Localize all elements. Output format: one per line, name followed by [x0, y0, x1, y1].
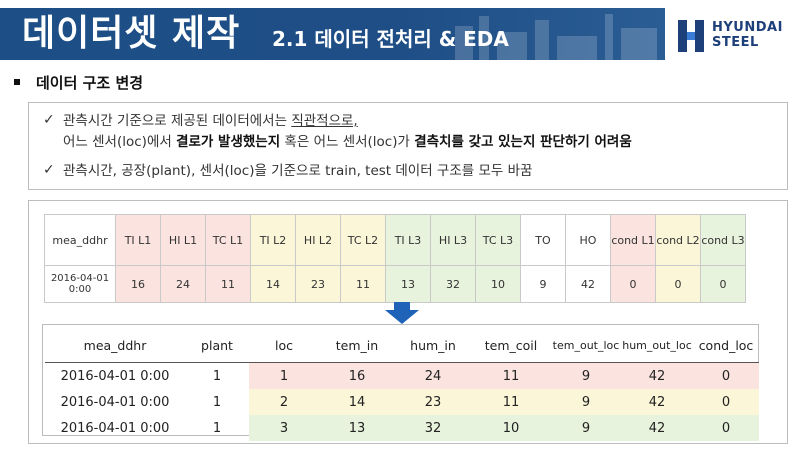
table-cell: 10 — [471, 415, 551, 441]
table-cell: 11 — [471, 362, 551, 389]
note-line-1-underlined: 직관적으로, — [291, 113, 358, 129]
table-cell: 24 — [160, 265, 206, 303]
table-cell: 24 — [395, 362, 471, 389]
wide-format-table: mea_ddhr TI L1 HI L1 TC L1 TI L2 HI L2 T… — [44, 214, 746, 303]
table-header-cell: TC L2 — [340, 214, 386, 266]
table-cell: 23 — [395, 389, 471, 415]
table-cell: 3 — [249, 415, 319, 441]
note-line-2: 어느 센서(loc)에서 결로가 발생했는지 혹은 어느 센서(loc)가 결측… — [63, 132, 632, 152]
table-header-row: mea_ddhr TI L1 HI L1 TC L1 TI L2 HI L2 T… — [44, 214, 746, 266]
check-icon: ✓ — [43, 112, 55, 128]
down-arrow-icon — [385, 302, 419, 324]
factory-background-graphic — [455, 14, 657, 60]
table-cell: 42 — [621, 362, 693, 389]
table-cell: 0 — [655, 265, 701, 303]
table-cell: 0 — [700, 265, 746, 303]
table-header-cell: TC L3 — [475, 214, 521, 266]
table-cell: 9 — [551, 415, 621, 441]
table-header-cell: hum_out_loc — [621, 328, 693, 363]
table-row: 2016-04-01 0:00 16 24 11 14 23 11 13 32 … — [44, 265, 746, 303]
table-cell: 42 — [621, 389, 693, 415]
square-bullet-icon — [14, 78, 20, 85]
table-header-cell: plant — [185, 328, 249, 363]
note-line-1-text: 관측시간 기준으로 제공된 데이터에서는 — [63, 113, 292, 129]
table-header-cell: TO — [520, 214, 566, 266]
table-cell: 9 — [551, 389, 621, 415]
table-cell: 13 — [319, 415, 395, 441]
table-cell: 0 — [693, 415, 759, 441]
table-cell: 32 — [430, 265, 476, 303]
table-cell: 1 — [212, 394, 222, 410]
section-heading-text: 데이터 구조 변경 — [36, 74, 144, 92]
hyundai-steel-logo: HYUNDAI STEEL — [676, 18, 786, 54]
table-cell: 2 — [249, 389, 319, 415]
table-header-cell: tem_coil — [471, 328, 551, 363]
table-header-cell: cond L1 — [610, 214, 656, 266]
table-cell: 2016-04-01 0:00 — [44, 265, 116, 303]
table-cell: 11 — [340, 265, 386, 303]
section-heading: 데이터 구조 변경 — [14, 72, 143, 93]
table-header-cell: TI L3 — [385, 214, 431, 266]
table-cell: 16 — [319, 362, 395, 389]
table-cell: 14 — [250, 265, 296, 303]
note-line-2-bold-a: 결로가 발생했는지 — [176, 134, 281, 150]
table-header-cell: tem_in — [319, 328, 395, 363]
table-header-cell: TI L1 — [115, 214, 161, 266]
table-cell: 10 — [475, 265, 521, 303]
table-cell: 11 — [471, 389, 551, 415]
table-header-cell: TC L1 — [205, 214, 251, 266]
long-format-table: mea_ddhr plant loc tem_in hum_in tem_coi… — [45, 328, 759, 441]
table-cell: 2016-04-01 0:00 — [60, 420, 170, 436]
table-header-cell: mea_ddhr — [44, 214, 116, 266]
table-cell: 42 — [621, 415, 693, 441]
table-cell: 13 — [385, 265, 431, 303]
table-header-cell: HO — [565, 214, 611, 266]
table-cell: 0 — [693, 389, 759, 415]
table-header-cell: HI L3 — [430, 214, 476, 266]
table-header-row: mea_ddhr plant loc tem_in hum_in tem_coi… — [45, 328, 759, 363]
table-cell: 0 — [693, 362, 759, 389]
logo-line-1: HYUNDAI — [712, 20, 783, 35]
table-cell: 1 — [212, 368, 222, 384]
table-row: 2016-04-01 0:00 1 1 16 24 11 9 42 0 — [45, 362, 759, 389]
table-header-cell: HI L2 — [295, 214, 341, 266]
note-line-2-bold-b: 결측치를 갖고 있는지 판단하기 어려움 — [414, 134, 632, 150]
table-header-cell: tem_out_loc — [551, 328, 621, 363]
table-row: 2016-04-01 0:00 1 2 14 23 11 9 42 0 — [45, 389, 759, 415]
table-cell: 23 — [295, 265, 341, 303]
table-row: 2016-04-01 0:00 1 3 13 32 10 9 42 0 — [45, 415, 759, 441]
title-banner: 데이터셋 제작 2.1 데이터 전처리 & EDA — [0, 8, 665, 60]
check-icon: ✓ — [43, 162, 55, 178]
page-subtitle: 2.1 데이터 전처리 & EDA — [272, 27, 509, 51]
table-cell: 11 — [205, 265, 251, 303]
table-header-cell: hum_in — [395, 328, 471, 363]
table-cell: 1 — [212, 420, 222, 436]
table-cell: 0 — [610, 265, 656, 303]
table-header-cell: loc — [249, 328, 319, 363]
table-cell: 32 — [395, 415, 471, 441]
note-line-1: 관측시간 기준으로 제공된 데이터에서는 직관적으로, — [63, 111, 358, 131]
page-title: 데이터셋 제작 — [22, 13, 241, 54]
table-cell: 14 — [319, 389, 395, 415]
table-cell: 9 — [551, 362, 621, 389]
table-header-cell: cond L3 — [700, 214, 746, 266]
table-cell: 2016-04-01 0:00 — [60, 368, 170, 384]
table-cell: 1 — [249, 362, 319, 389]
notes-box: ✓ 관측시간 기준으로 제공된 데이터에서는 직관적으로, 어느 센서(loc)… — [28, 102, 788, 190]
table-header-cell: cond_loc — [693, 328, 759, 363]
hyundai-steel-logo-icon — [678, 20, 704, 52]
logo-text: HYUNDAI STEEL — [712, 20, 783, 50]
table-cell: 16 — [115, 265, 161, 303]
note-line-2-a: 어느 센서(loc)에서 — [63, 134, 177, 150]
table-cell: 42 — [565, 265, 611, 303]
table-cell: 2016-04-01 0:00 — [60, 394, 170, 410]
note-line-2-c: 혹은 어느 센서(loc)가 — [280, 134, 415, 150]
logo-line-2: STEEL — [712, 35, 759, 50]
table-header-cell: cond L2 — [655, 214, 701, 266]
table-header-cell: HI L1 — [160, 214, 206, 266]
table-header-cell: TI L2 — [250, 214, 296, 266]
table-header-cell: mea_ddhr — [45, 328, 185, 363]
table-cell: 9 — [520, 265, 566, 303]
note-line-3: 관측시간, 공장(plant), 센서(loc)을 기준으로 train, te… — [63, 163, 533, 179]
